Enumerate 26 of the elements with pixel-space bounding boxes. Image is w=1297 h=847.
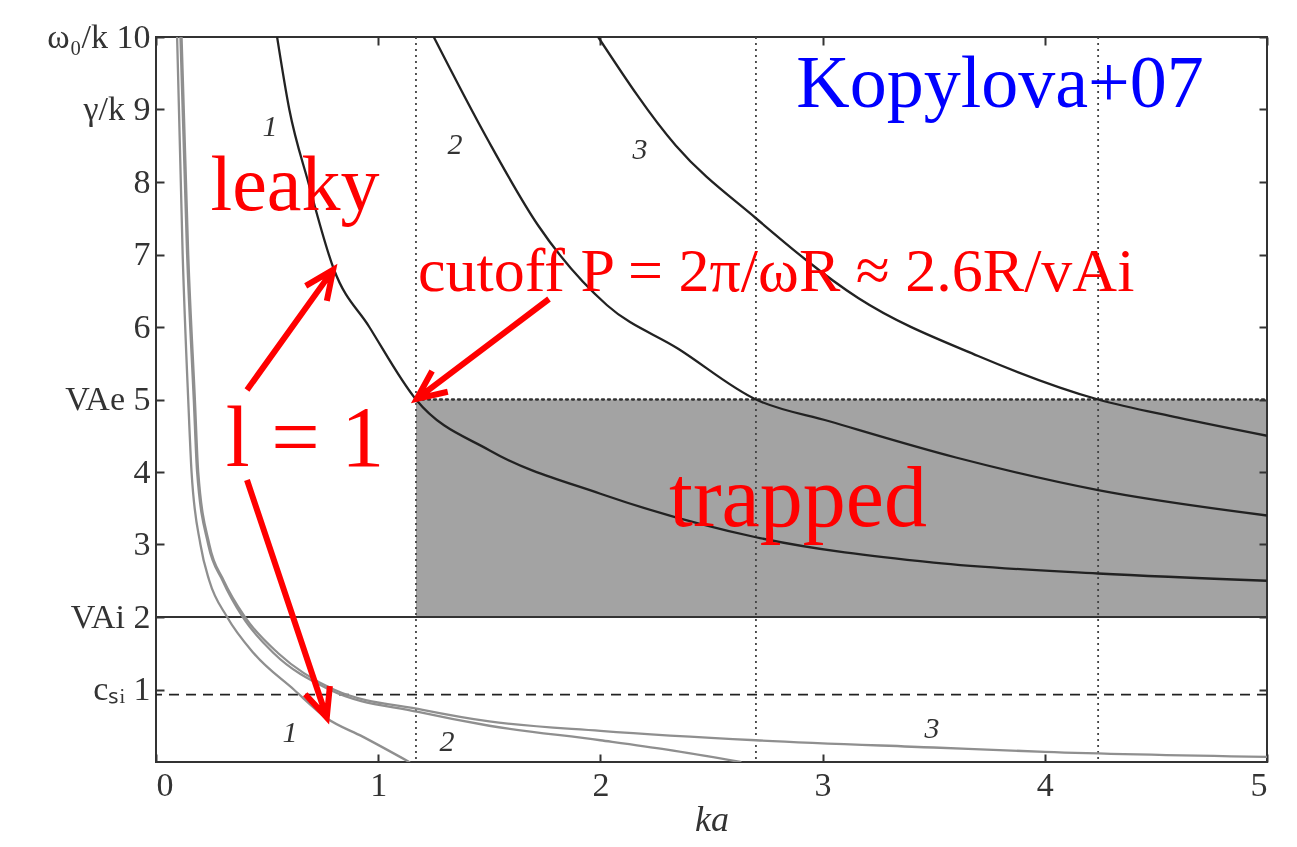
series-label: 1 xyxy=(282,715,298,748)
y-tick-label: 6 xyxy=(133,307,151,345)
series-label: 2 xyxy=(439,724,455,757)
annotation: l = 1 xyxy=(225,389,385,485)
x-tick-label: 4 xyxy=(1036,765,1054,803)
series-label: 3 xyxy=(923,711,940,744)
y-tick-label: VAi 2 xyxy=(70,597,151,635)
y-tick-label: VAe 5 xyxy=(65,380,151,417)
y-tick-label: cₛᵢ 1 xyxy=(93,670,151,707)
x-axis-title: ka xyxy=(695,798,729,839)
series-label: 3 xyxy=(631,132,648,165)
y-tick-label: ω₀/k 10 xyxy=(47,17,151,55)
annotation: Kopylova+07 xyxy=(796,41,1204,123)
y-tick-label: 8 xyxy=(133,162,151,200)
x-tick-label: 1 xyxy=(370,765,388,803)
x-tick-label: 0 xyxy=(156,765,174,803)
x-tick-label: 3 xyxy=(814,765,832,803)
series-label: 2 xyxy=(447,127,463,160)
x-tick-label: 5 xyxy=(1250,765,1268,803)
y-tick-label: 3 xyxy=(133,525,151,562)
x-tick-label: 2 xyxy=(592,765,610,803)
y-tick-label: 4 xyxy=(133,452,151,490)
series-label: 1 xyxy=(262,109,278,142)
y-tick-label: 7 xyxy=(133,235,151,272)
annotation: trapped xyxy=(669,449,927,545)
y-tick-label: γ/k 9 xyxy=(82,90,151,127)
